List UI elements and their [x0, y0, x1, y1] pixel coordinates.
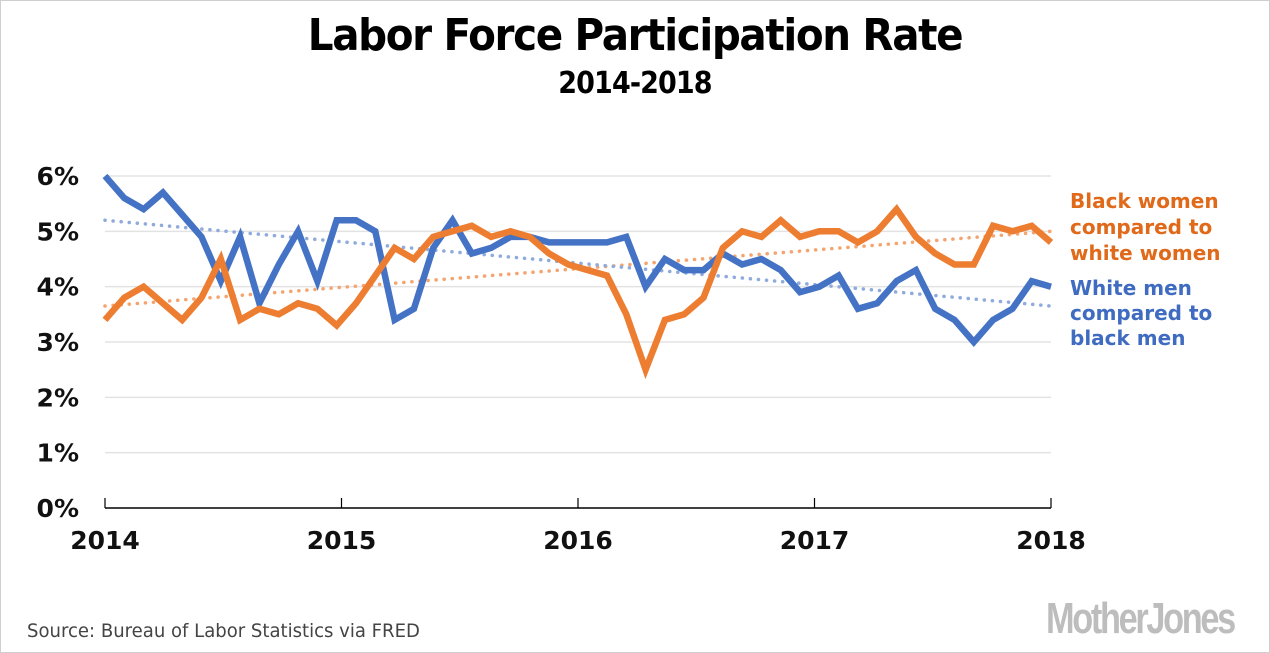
- y-tick-label: 0%: [37, 494, 79, 523]
- x-axis: 2014 2015 2016 2017 2018: [70, 498, 1086, 555]
- y-axis-ticks: 0% 1% 2% 3% 4% 5% 6%: [37, 162, 79, 523]
- y-tick-label: 3%: [37, 328, 79, 357]
- series-line-women: [102, 203, 1054, 380]
- y-tick-label: 2%: [37, 383, 79, 412]
- legend-men-line-1: White men: [1070, 276, 1192, 300]
- y-tick-label: 1%: [37, 439, 79, 468]
- legend-men-line-3: black men: [1070, 326, 1185, 350]
- series-line-men: [102, 173, 1052, 347]
- y-tick-label: 6%: [37, 162, 79, 191]
- x-tick-label: 2018: [1016, 526, 1086, 555]
- legend-women-line-2: compared to: [1070, 215, 1212, 239]
- x-tick-label: 2014: [70, 526, 140, 555]
- mother-jones-logo: MotherJones: [1046, 594, 1236, 643]
- series-lines: [102, 173, 1054, 380]
- x-tick-label: 2016: [543, 526, 613, 555]
- y-tick-label: 5%: [37, 217, 79, 246]
- y-tick-label: 4%: [37, 273, 79, 302]
- legend-women-line-1: Black women: [1070, 189, 1219, 213]
- legend-women-line-3: white women: [1070, 241, 1221, 265]
- legend: Black women compared to white women Whit…: [1070, 189, 1221, 350]
- x-tick-label: 2017: [780, 526, 850, 555]
- chart-subtitle: 2014-2018: [558, 66, 712, 101]
- legend-men-line-2: compared to: [1070, 301, 1212, 325]
- chart-title: Labor Force Participation Rate: [307, 10, 964, 61]
- x-tick-label: 2015: [307, 526, 377, 555]
- source-note: Source: Bureau of Labor Statistics via F…: [27, 620, 420, 642]
